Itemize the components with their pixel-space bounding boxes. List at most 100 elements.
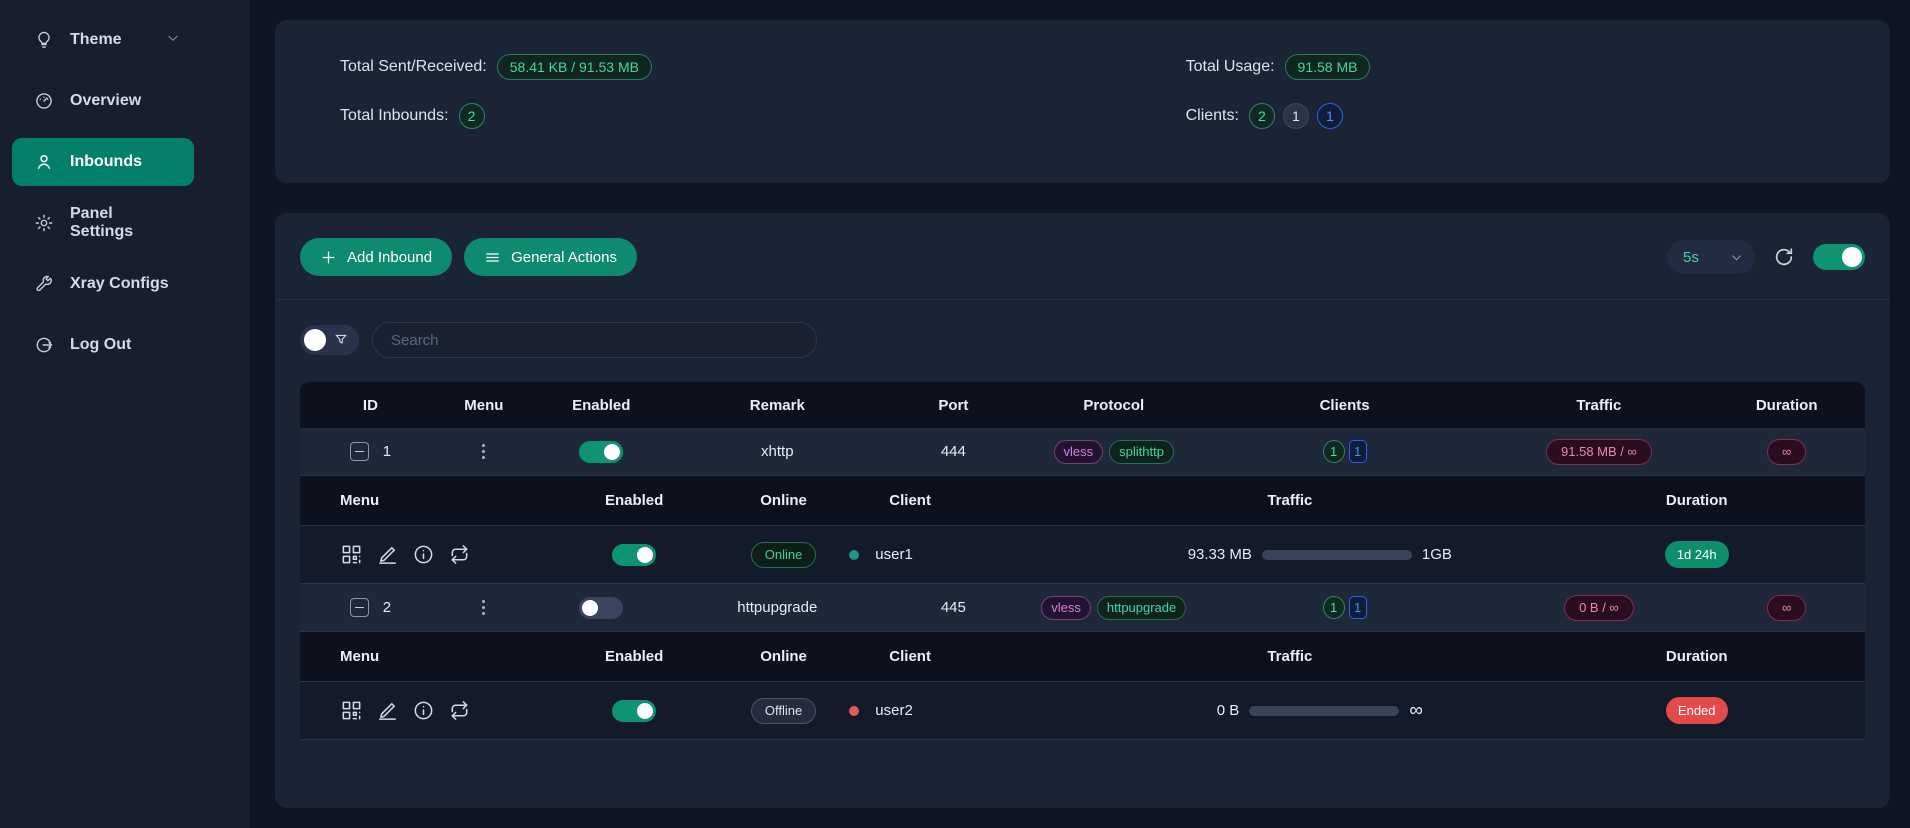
toggle-knob (1842, 247, 1862, 267)
info-icon[interactable] (412, 543, 435, 566)
toggle-knob (637, 702, 654, 719)
id-cell: 1 (300, 442, 441, 461)
remark-cell: httpupgrade (737, 599, 818, 616)
qrcode-icon[interactable] (340, 543, 363, 566)
id-cell: 2 (300, 598, 441, 617)
inbound-id: 1 (382, 443, 392, 460)
protocol-tag: vless (1053, 439, 1104, 464)
sidebar-item-logout[interactable]: Log Out (12, 321, 194, 369)
duration-tag: Ended (1665, 697, 1728, 724)
duration-pill: ∞ (1767, 594, 1807, 621)
funnel-icon (335, 334, 347, 344)
client-enabled-toggle[interactable] (612, 699, 657, 722)
stats-right-column: Total Usage: 91.58 MB Clients: 2 1 1 (1186, 54, 1371, 183)
clients-total-badge: 2 (1248, 103, 1275, 129)
header-id: ID (362, 396, 378, 414)
inbound-enabled-toggle[interactable] (579, 596, 624, 619)
traffic-used: 93.33 MB (1187, 546, 1252, 563)
auto-refresh-toggle[interactable] (1813, 244, 1865, 270)
header-remark: Remark (749, 396, 805, 414)
client-enabled-toggle[interactable] (612, 543, 657, 566)
dots-vertical-icon[interactable] (482, 444, 486, 459)
header-protocol: Protocol (1083, 396, 1145, 414)
sidebar-item-inbounds[interactable]: Inbounds (12, 138, 194, 186)
client-name: user1 (875, 546, 913, 563)
sidebar-item-theme[interactable]: Theme (12, 16, 194, 64)
menu-lines-icon (486, 252, 499, 262)
refresh-interval-select[interactable]: 5s (1667, 240, 1755, 274)
stat-sent-received: Total Sent/Received: 58.41 KB / 91.53 MB (340, 54, 1186, 80)
repeat-icon[interactable] (448, 699, 471, 722)
client-online-cell: Online (718, 541, 849, 568)
sidebar: Theme Overview Inbounds Panel Settings X… (0, 0, 250, 828)
traffic-cell: 0 B / ∞ (1489, 594, 1708, 621)
dots-vertical-icon[interactable] (482, 600, 486, 615)
toggle-knob (637, 546, 654, 563)
info-icon[interactable] (412, 699, 435, 722)
online-status-pill: Offline (750, 697, 817, 724)
duration-tag: 1d 24h (1664, 541, 1729, 568)
clients-online-badge: 1 (1316, 103, 1343, 129)
header-menu: Menu (464, 396, 504, 414)
toolbar-divider (275, 299, 1890, 300)
enabled-cell (527, 596, 676, 619)
client-status-dot (849, 549, 860, 560)
sub-header-traffic: Traffic (1267, 648, 1313, 665)
client-enabled-cell (550, 543, 717, 566)
client-online-badge: 1 (1348, 440, 1367, 463)
clients-deactivated-badge: 1 (1282, 103, 1309, 129)
general-actions-button[interactable]: General Actions (464, 238, 637, 276)
client-row: Online user1 93.33 MB 1GB (300, 526, 1865, 584)
inbound-row: 2 httpupgrade 445 vless httpupgrade (300, 584, 1865, 632)
repeat-icon[interactable] (448, 543, 471, 566)
user-icon (37, 154, 51, 169)
sub-header-client: Client (889, 492, 931, 509)
protocol-tag: httpupgrade (1096, 595, 1187, 620)
client-traffic-cell: 93.33 MB 1GB (1051, 546, 1528, 563)
filter-toggle[interactable] (300, 325, 359, 355)
bulb-icon (38, 31, 50, 48)
remark-cell: xhttp (761, 443, 794, 460)
client-online-cell: Offline (718, 697, 849, 724)
menu-cell (441, 444, 527, 459)
logout-icon (36, 337, 53, 353)
client-count-badge: 1 (1322, 440, 1345, 463)
traffic-limit: ∞ (1409, 699, 1423, 721)
general-actions-label: General Actions (511, 248, 617, 266)
gear-icon (35, 214, 53, 232)
table-header-row: ID Menu Enabled Remark Port Protocol Cli… (300, 382, 1865, 428)
sub-header-menu: Menu (340, 648, 380, 665)
header-enabled: Enabled (572, 396, 631, 414)
refresh-button[interactable] (1773, 246, 1795, 268)
protocol-cell: vless splithttp (1028, 439, 1200, 464)
stat-label: Total Sent/Received: (340, 58, 487, 75)
sidebar-item-label: Panel Settings (70, 205, 134, 240)
traffic-used: 0 B (1216, 702, 1240, 719)
collapse-icon[interactable] (349, 442, 369, 461)
sidebar-item-overview[interactable]: Overview (12, 77, 194, 125)
header-clients: Clients (1319, 396, 1370, 414)
sidebar-item-xray-configs[interactable]: Xray Configs (12, 260, 194, 308)
toolbar-right: 5s (1667, 240, 1865, 274)
menu-cell (441, 600, 527, 615)
sidebar-item-panel-settings[interactable]: Panel Settings (12, 199, 194, 247)
add-inbound-button[interactable]: Add Inbound (300, 238, 453, 276)
client-duration-cell: Ended (1528, 697, 1864, 724)
client-subtable-header: Menu Enabled Online Client Traffic Durat… (300, 632, 1865, 682)
edit-icon[interactable] (376, 543, 399, 566)
inbounds-count-badge: 2 (458, 103, 485, 129)
qrcode-icon[interactable] (340, 699, 363, 722)
header-port: Port (938, 396, 969, 414)
edit-icon[interactable] (376, 699, 399, 722)
protocol-cell: vless httpupgrade (1028, 595, 1200, 620)
client-row: Offline user2 0 B ∞ (300, 682, 1865, 740)
chevron-down-icon[interactable] (166, 31, 180, 50)
refresh-icon (1775, 248, 1793, 266)
main-content: Total Sent/Received: 58.41 KB / 91.53 MB… (250, 0, 1910, 828)
collapse-icon[interactable] (349, 598, 369, 617)
add-inbound-label: Add Inbound (347, 248, 433, 266)
search-input[interactable] (372, 322, 817, 358)
inbound-row: 1 xhttp 444 vless splithttp 1 (300, 428, 1865, 476)
client-subtable-header: Menu Enabled Online Client Traffic Durat… (300, 476, 1865, 526)
inbound-enabled-toggle[interactable] (579, 440, 624, 463)
